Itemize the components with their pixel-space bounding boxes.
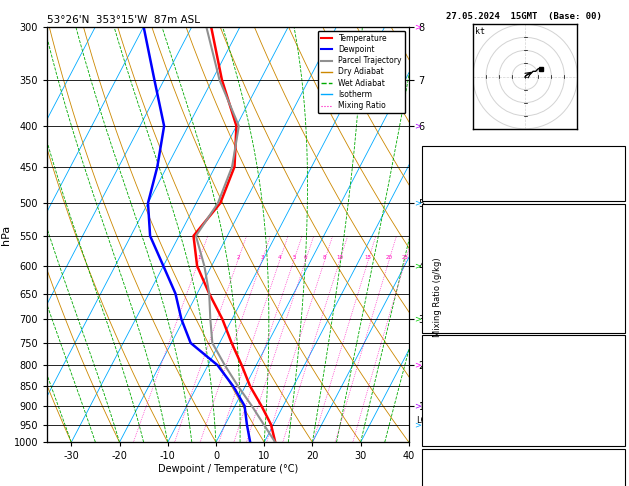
Text: CIN (J): CIN (J) [429,320,465,329]
Text: K: K [429,152,434,160]
Text: Lifted Index: Lifted Index [429,397,492,405]
Text: θₑ (K): θₑ (K) [429,378,460,387]
Text: Mixing Ratio (g/kg): Mixing Ratio (g/kg) [433,257,442,337]
Text: 4: 4 [278,255,282,260]
Text: 1003: 1003 [598,360,618,368]
Text: θₑ(K): θₑ(K) [429,265,455,274]
Text: 53°26'N  353°15'W  87m ASL: 53°26'N 353°15'W 87m ASL [47,15,200,25]
Y-axis label: km
ASL: km ASL [432,224,450,245]
Text: 7.1: 7.1 [603,246,618,255]
Text: EH: EH [429,473,439,482]
Text: Lifted Index: Lifted Index [429,283,492,292]
Text: 1.55: 1.55 [598,189,618,197]
Text: kt: kt [475,27,485,36]
Text: 2: 2 [237,255,240,260]
Text: Temp (°C): Temp (°C) [429,228,476,237]
Text: >: > [414,314,421,324]
Text: -8: -8 [608,473,618,482]
Bar [423,449,625,486]
X-axis label: Dewpoint / Temperature (°C): Dewpoint / Temperature (°C) [158,464,298,474]
Text: CIN (J): CIN (J) [429,434,465,442]
Text: >: > [414,401,421,410]
Text: Surface: Surface [505,209,542,218]
Text: >: > [414,122,421,131]
Bar [423,204,625,333]
Text: 8: 8 [323,255,326,260]
Text: 0: 0 [613,320,618,329]
Text: >: > [414,361,421,370]
Text: 62: 62 [608,302,618,311]
Text: Hodograph: Hodograph [500,454,547,463]
Text: Totals Totals: Totals Totals [429,170,497,179]
Text: 6: 6 [613,397,618,405]
Text: 40: 40 [608,170,618,179]
Text: 10: 10 [337,255,343,260]
Text: >: > [414,22,421,31]
Text: Pressure (mb): Pressure (mb) [429,360,497,368]
Text: LCL: LCL [416,417,431,425]
Legend: Temperature, Dewpoint, Parcel Trajectory, Dry Adiabat, Wet Adiabat, Isotherm, Mi: Temperature, Dewpoint, Parcel Trajectory… [318,31,405,113]
Text: 15: 15 [365,255,372,260]
Text: CAPE (J): CAPE (J) [429,302,471,311]
Text: © weatheronline.co.uk: © weatheronline.co.uk [475,472,572,481]
Text: 0: 0 [613,434,618,442]
Text: Most Unstable: Most Unstable [489,341,558,350]
Text: 5: 5 [292,255,296,260]
Text: 6: 6 [304,255,308,260]
Text: >: > [414,261,421,270]
Text: 20: 20 [386,255,392,260]
Text: 25: 25 [402,255,409,260]
Text: 27.05.2024  15GMT  (Base: 00): 27.05.2024 15GMT (Base: 00) [446,12,601,21]
Text: 6: 6 [613,283,618,292]
Text: 3: 3 [260,255,264,260]
Text: 303: 303 [603,265,618,274]
Bar [423,146,625,201]
Text: Dewp (°C): Dewp (°C) [429,246,476,255]
Text: 303: 303 [603,378,618,387]
Text: >: > [414,199,421,208]
Text: PW (cm): PW (cm) [429,189,465,197]
Y-axis label: hPa: hPa [1,225,11,244]
Text: CAPE (J): CAPE (J) [429,415,471,424]
Text: 12.3: 12.3 [598,228,618,237]
Text: 1: 1 [198,255,201,260]
Bar [423,335,625,446]
Text: 15: 15 [608,152,618,160]
Text: 62: 62 [608,415,618,424]
Text: >: > [414,420,421,429]
